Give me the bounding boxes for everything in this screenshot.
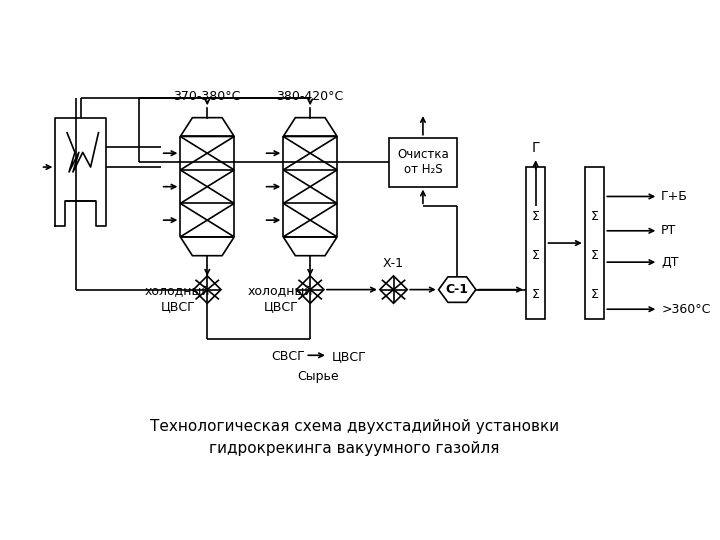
Text: 370-380°C: 370-380°C — [174, 90, 241, 103]
Text: РТ: РТ — [661, 224, 676, 237]
Text: Г+Б: Г+Б — [661, 190, 688, 203]
Text: СВСГ: СВСГ — [271, 350, 305, 363]
Text: Σ: Σ — [532, 249, 539, 262]
Text: С-1: С-1 — [446, 283, 469, 296]
Text: Х-1: Х-1 — [383, 257, 404, 270]
Text: Σ: Σ — [532, 288, 539, 301]
Text: ДТ: ДТ — [661, 255, 679, 269]
Text: 380-420°C: 380-420°C — [276, 90, 344, 103]
Bar — [526, 167, 546, 319]
Bar — [389, 138, 457, 187]
Text: ЦВСГ: ЦВСГ — [332, 350, 366, 363]
Text: гидрокрекинга вакуумного газойля: гидрокрекинга вакуумного газойля — [209, 441, 500, 456]
Text: Г: Г — [531, 141, 540, 156]
Bar — [585, 167, 604, 319]
Text: холодный
ЦВСГ: холодный ЦВСГ — [248, 285, 313, 313]
Text: Сырье: Сырье — [297, 370, 339, 383]
Text: Σ: Σ — [532, 210, 539, 222]
Text: >360°C: >360°C — [661, 303, 711, 316]
Text: холодный
ЦВСГ: холодный ЦВСГ — [145, 285, 210, 313]
Text: Σ: Σ — [590, 210, 598, 222]
Text: Σ: Σ — [590, 288, 598, 301]
Text: Очистка
от H₂S: Очистка от H₂S — [397, 148, 449, 176]
Text: Технологическая схема двухстадийной установки: Технологическая схема двухстадийной уста… — [150, 420, 559, 434]
Text: Σ: Σ — [590, 249, 598, 262]
